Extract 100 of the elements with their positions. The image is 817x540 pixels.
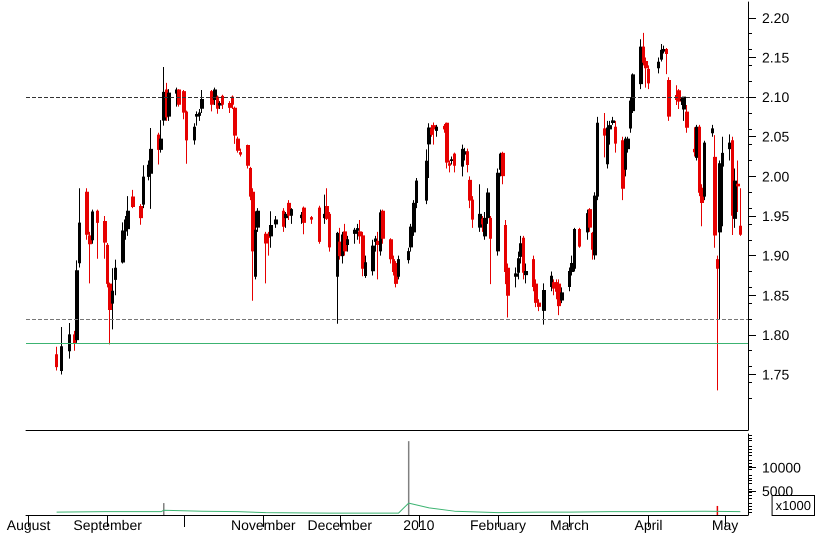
candlestick (685, 104, 689, 134)
candlestick (573, 227, 576, 272)
x-tick-label: December (308, 517, 372, 533)
y-tick-label: 2.15 (762, 49, 790, 66)
candlestick (739, 188, 742, 236)
candlestick (264, 231, 268, 284)
candlestick (588, 208, 592, 232)
candlestick (453, 152, 456, 173)
x-tick-label: May (712, 517, 738, 533)
candlestick (371, 239, 375, 276)
candlestick (157, 132, 160, 165)
candlestick (736, 160, 740, 213)
candlestick (343, 223, 347, 256)
candlestick (318, 205, 321, 244)
candlestick (338, 227, 342, 260)
candlestick (450, 156, 454, 165)
candlestick (524, 263, 528, 284)
candlestick (336, 231, 339, 324)
text: x1000 (776, 498, 811, 513)
candlestick (560, 286, 564, 304)
candlestick (60, 326, 63, 376)
candlestick (167, 88, 171, 122)
candlestick (73, 330, 76, 352)
x-tick-label: February (470, 517, 526, 533)
x-tick-label: September (73, 517, 142, 533)
candlestick (376, 231, 380, 280)
candlestick (665, 47, 668, 75)
candlestick (284, 212, 288, 228)
candlestick (733, 168, 737, 228)
candlestick (290, 208, 293, 224)
candlestick (481, 216, 484, 232)
candlestick (603, 112, 607, 158)
candlestick (693, 126, 696, 158)
candlestick (221, 94, 224, 110)
candlestick (55, 346, 58, 372)
candlestick (397, 255, 400, 280)
candlestick (91, 209, 94, 244)
candlestick (346, 235, 349, 252)
candlestick (274, 216, 278, 228)
candlestick (282, 208, 285, 232)
candlestick (175, 87, 178, 108)
candlestick (323, 194, 326, 224)
y-tick-label: 1.90 (762, 248, 790, 264)
candlestick (96, 209, 99, 260)
candlestick (210, 89, 214, 112)
candlestick (68, 322, 71, 360)
line-series (56, 502, 741, 514)
candlestick (432, 122, 436, 146)
candlestick (606, 120, 609, 169)
candlestick (578, 227, 581, 248)
candlestick (542, 282, 546, 326)
candlestick (624, 136, 627, 177)
y-tick-label: 2.05 (762, 128, 790, 145)
candlestick (716, 255, 719, 391)
candlestick (675, 84, 678, 106)
candlestick (501, 151, 505, 185)
x-tick-label: November (230, 517, 296, 533)
candlestick (302, 206, 306, 235)
candlestick (711, 124, 714, 138)
candlestick (557, 278, 561, 316)
candlestick (703, 140, 706, 201)
candlestick (287, 200, 291, 220)
candlestick (435, 124, 438, 138)
y-tick-label: 2.10 (762, 89, 790, 106)
candlestick (639, 38, 643, 90)
candlestick (677, 88, 681, 110)
candlestick (353, 227, 357, 244)
y-tick-label: 1.80 (762, 326, 790, 343)
candlestick (445, 122, 449, 169)
candlestick (550, 270, 553, 292)
y-tick-label: 1.85 (762, 287, 790, 304)
candlestick (131, 189, 135, 209)
candlestick (728, 134, 732, 162)
y-tick-label: 1.75 (762, 366, 790, 383)
candlestick (213, 87, 217, 106)
candlestick (713, 134, 717, 248)
candlestick (552, 278, 556, 296)
y-tick-label: 10000 (762, 459, 802, 476)
candlestick (142, 164, 145, 209)
candlestick (269, 210, 273, 248)
candlestick (218, 100, 222, 110)
candlestick (522, 235, 525, 280)
candlestick (614, 120, 617, 154)
candlestick (466, 148, 469, 173)
candlestick (310, 216, 313, 224)
candlestick (489, 216, 492, 285)
y-tick-label: 2.00 (762, 168, 790, 184)
candlestick (254, 210, 257, 280)
candlestick (381, 209, 385, 244)
candlestick (216, 95, 219, 114)
x-tick-label: 2010 (403, 517, 435, 533)
candlestick (682, 96, 686, 122)
candlestick (731, 136, 734, 236)
candlestick (139, 204, 143, 226)
candlestick (356, 223, 359, 240)
x-tick-label: August (6, 517, 50, 533)
candlestick (364, 255, 367, 278)
candlestick (667, 76, 671, 122)
y-tick-label: 2.20 (762, 10, 790, 26)
candlestick (126, 196, 130, 236)
